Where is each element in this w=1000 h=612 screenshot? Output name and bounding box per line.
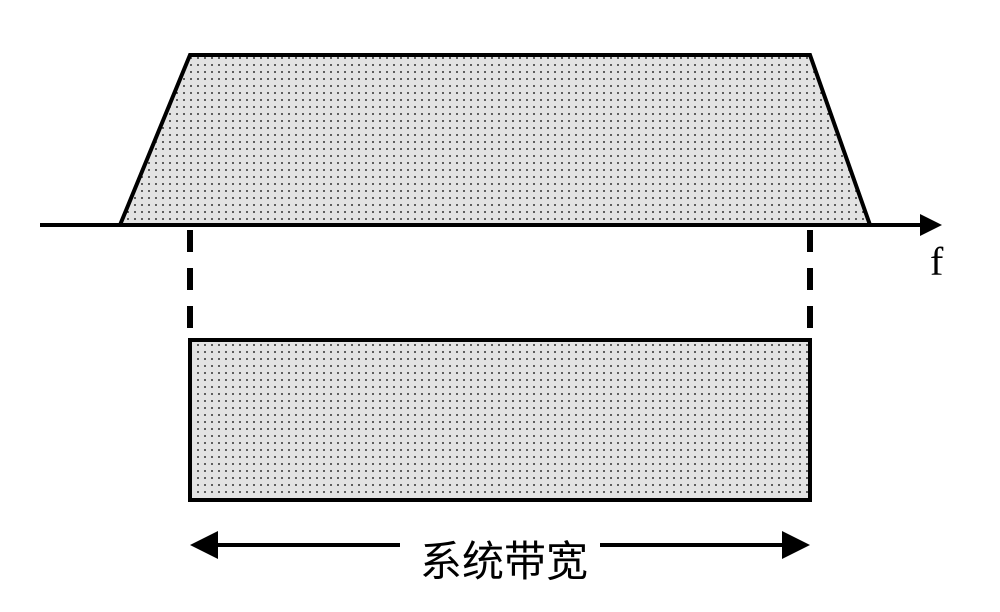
axis-label-f: f	[930, 238, 943, 285]
diagram-svg	[0, 0, 1000, 612]
diagram-canvas: f 系统带宽	[0, 0, 1000, 612]
bandwidth-label: 系统带宽	[420, 528, 588, 589]
